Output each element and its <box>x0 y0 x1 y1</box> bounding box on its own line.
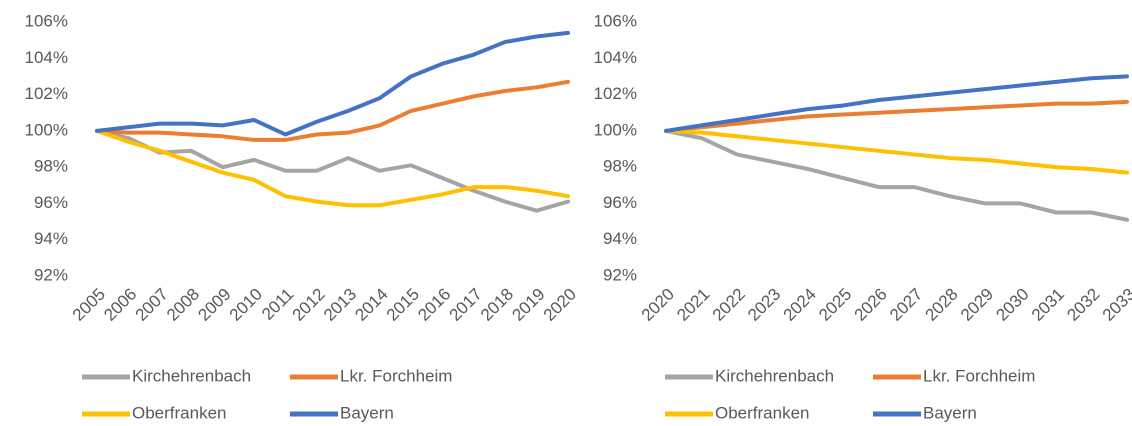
y-tick-label: 94% <box>603 229 637 248</box>
x-tick-label: 2021 <box>673 285 713 325</box>
series-line <box>95 30 570 137</box>
x-tick-label: 2019 <box>508 285 548 325</box>
legend-label: Lkr. Forchheim <box>923 366 1035 385</box>
x-tick-label: 2009 <box>194 285 234 325</box>
x-tick-label: 2015 <box>383 285 423 325</box>
x-tick-label: 2011 <box>258 285 297 324</box>
x-tick-label: 2024 <box>780 285 820 325</box>
x-tick-label: 2007 <box>132 285 172 325</box>
legend-label: Kirchehrenbach <box>715 366 834 385</box>
y-tick-label: 98% <box>603 157 637 176</box>
legend-label: Bayern <box>923 403 977 422</box>
y-tick-label: 92% <box>603 265 637 284</box>
x-tick-label: 2030 <box>992 285 1032 325</box>
x-tick-label: 2023 <box>744 285 784 325</box>
series-line <box>664 128 1129 175</box>
x-tick-label: 2031 <box>1028 285 1068 325</box>
y-tick-label: 106% <box>594 11 637 30</box>
x-tick-label: 2013 <box>320 285 360 325</box>
x-tick-label: 2026 <box>851 285 891 325</box>
x-tick-label: 2020 <box>540 285 580 325</box>
x-tick-label: 2025 <box>815 285 855 325</box>
x-tick-label: 2018 <box>477 285 517 325</box>
x-tick-label: 2005 <box>69 285 109 325</box>
y-tick-label: 100% <box>25 120 68 139</box>
y-tick-label: 102% <box>594 84 637 103</box>
x-tick-label: 2028 <box>922 285 962 325</box>
x-tick-label: 2029 <box>957 285 997 325</box>
legend-label: Bayern <box>340 403 394 422</box>
x-tick-label: 2014 <box>351 285 391 325</box>
series-line <box>664 74 1129 133</box>
x-tick-label: 2017 <box>446 285 486 325</box>
x-tick-label: 2027 <box>886 285 926 325</box>
y-tick-label: 92% <box>34 265 68 284</box>
x-tick-label: 2008 <box>163 285 203 325</box>
x-tick-label: 2016 <box>414 285 454 325</box>
y-tick-label: 104% <box>594 48 637 67</box>
legend-label: Lkr. Forchheim <box>340 366 452 385</box>
y-tick-label: 96% <box>603 193 637 212</box>
x-tick-label: 2022 <box>709 285 749 325</box>
y-tick-label: 100% <box>594 120 637 139</box>
x-tick-label: 2010 <box>226 285 266 325</box>
series-line <box>95 79 570 142</box>
y-tick-label: 94% <box>34 229 68 248</box>
series-line <box>664 128 1129 222</box>
legend-label: Oberfranken <box>132 403 227 422</box>
y-tick-label: 102% <box>25 84 68 103</box>
y-tick-label: 106% <box>25 11 68 30</box>
legend-label: Oberfranken <box>715 403 810 422</box>
y-tick-label: 98% <box>34 157 68 176</box>
series-line <box>664 99 1129 133</box>
legend-label: Kirchehrenbach <box>132 366 251 385</box>
series-line <box>95 128 570 208</box>
y-tick-label: 104% <box>25 48 68 67</box>
x-tick-label: 2033 <box>1099 285 1132 325</box>
y-tick-label: 96% <box>34 193 68 212</box>
x-tick-label: 2006 <box>100 285 140 325</box>
x-tick-label: 2020 <box>638 285 678 325</box>
x-tick-label: 2032 <box>1063 285 1103 325</box>
x-tick-label: 2012 <box>289 285 329 325</box>
series-line <box>95 128 570 213</box>
